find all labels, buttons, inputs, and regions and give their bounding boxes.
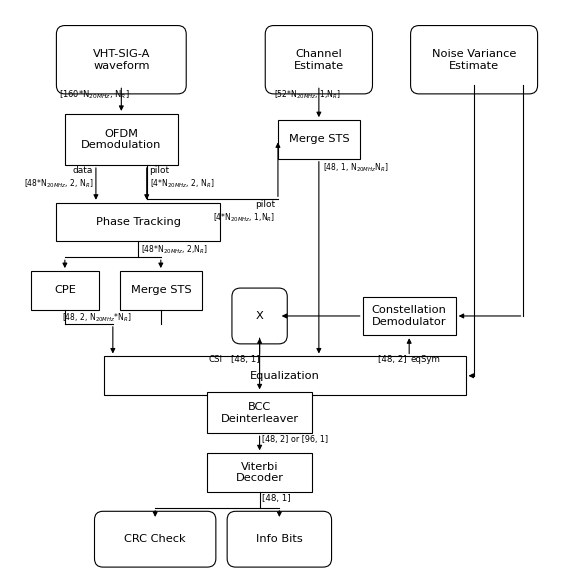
Text: [48, 2, N$_{20MHz}$*N$_R$]: [48, 2, N$_{20MHz}$*N$_R$] (62, 312, 132, 324)
Text: [52*N$_{20MHz}$, 1,N$_R$]: [52*N$_{20MHz}$, 1,N$_R$] (274, 88, 341, 101)
FancyBboxPatch shape (65, 114, 178, 165)
Text: Viterbi
Decoder: Viterbi Decoder (235, 462, 284, 484)
Text: [48*N$_{20MHz}$, 2,N$_R$]: [48*N$_{20MHz}$, 2,N$_R$] (141, 243, 208, 255)
Text: Phase Tracking: Phase Tracking (96, 217, 181, 227)
Text: VHT-SIG-A
waveform: VHT-SIG-A waveform (92, 49, 150, 71)
Text: X: X (256, 311, 263, 321)
FancyBboxPatch shape (95, 511, 216, 567)
Text: [160*N$_{20MHz}$, N$_R$]: [160*N$_{20MHz}$, N$_R$] (59, 88, 130, 101)
Text: OFDM
Demodulation: OFDM Demodulation (81, 129, 161, 150)
Text: Info Bits: Info Bits (256, 534, 303, 544)
FancyBboxPatch shape (104, 356, 466, 395)
FancyBboxPatch shape (265, 25, 372, 94)
FancyBboxPatch shape (278, 120, 360, 159)
FancyBboxPatch shape (227, 511, 332, 567)
Text: [48*N$_{20MHz}$, 2, N$_R$]: [48*N$_{20MHz}$, 2, N$_R$] (24, 178, 93, 190)
Text: [4*N$_{20MHz}$, 2, N$_R$]: [4*N$_{20MHz}$, 2, N$_R$] (149, 178, 214, 190)
FancyBboxPatch shape (207, 453, 312, 492)
Text: pilot: pilot (255, 200, 275, 209)
Text: BCC
Deinterleaver: BCC Deinterleaver (221, 402, 299, 424)
Text: [48, 1]: [48, 1] (262, 494, 291, 503)
Text: data: data (73, 166, 93, 175)
Text: Merge STS: Merge STS (288, 135, 349, 144)
Text: CPE: CPE (54, 285, 76, 296)
Text: [48, 2]: [48, 2] (378, 355, 406, 364)
Text: [48, 2] or [96, 1]: [48, 2] or [96, 1] (262, 435, 328, 444)
FancyBboxPatch shape (31, 271, 99, 310)
FancyBboxPatch shape (232, 288, 287, 344)
FancyBboxPatch shape (207, 392, 312, 434)
Text: eqSym: eqSym (410, 355, 440, 364)
Text: pilot: pilot (149, 166, 170, 175)
Text: [48, 1, N$_{20MHz}$N$_R$]: [48, 1, N$_{20MHz}$N$_R$] (323, 162, 389, 174)
Text: Merge STS: Merge STS (131, 285, 191, 296)
Text: Noise Variance
Estimate: Noise Variance Estimate (432, 49, 516, 71)
Text: [48, 1]: [48, 1] (231, 355, 260, 364)
FancyBboxPatch shape (56, 25, 186, 94)
Text: [4*N$_{20MHz}$, 1,N$_R$]: [4*N$_{20MHz}$, 1,N$_R$] (213, 212, 275, 224)
Text: Constellation
Demodulator: Constellation Demodulator (372, 305, 447, 327)
FancyBboxPatch shape (363, 297, 456, 335)
Text: Channel
Estimate: Channel Estimate (294, 49, 344, 71)
Text: CRC Check: CRC Check (124, 534, 186, 544)
FancyBboxPatch shape (410, 25, 538, 94)
Text: Equalization: Equalization (250, 371, 320, 381)
Text: CSI: CSI (209, 355, 223, 364)
FancyBboxPatch shape (56, 202, 220, 241)
FancyBboxPatch shape (120, 271, 202, 310)
